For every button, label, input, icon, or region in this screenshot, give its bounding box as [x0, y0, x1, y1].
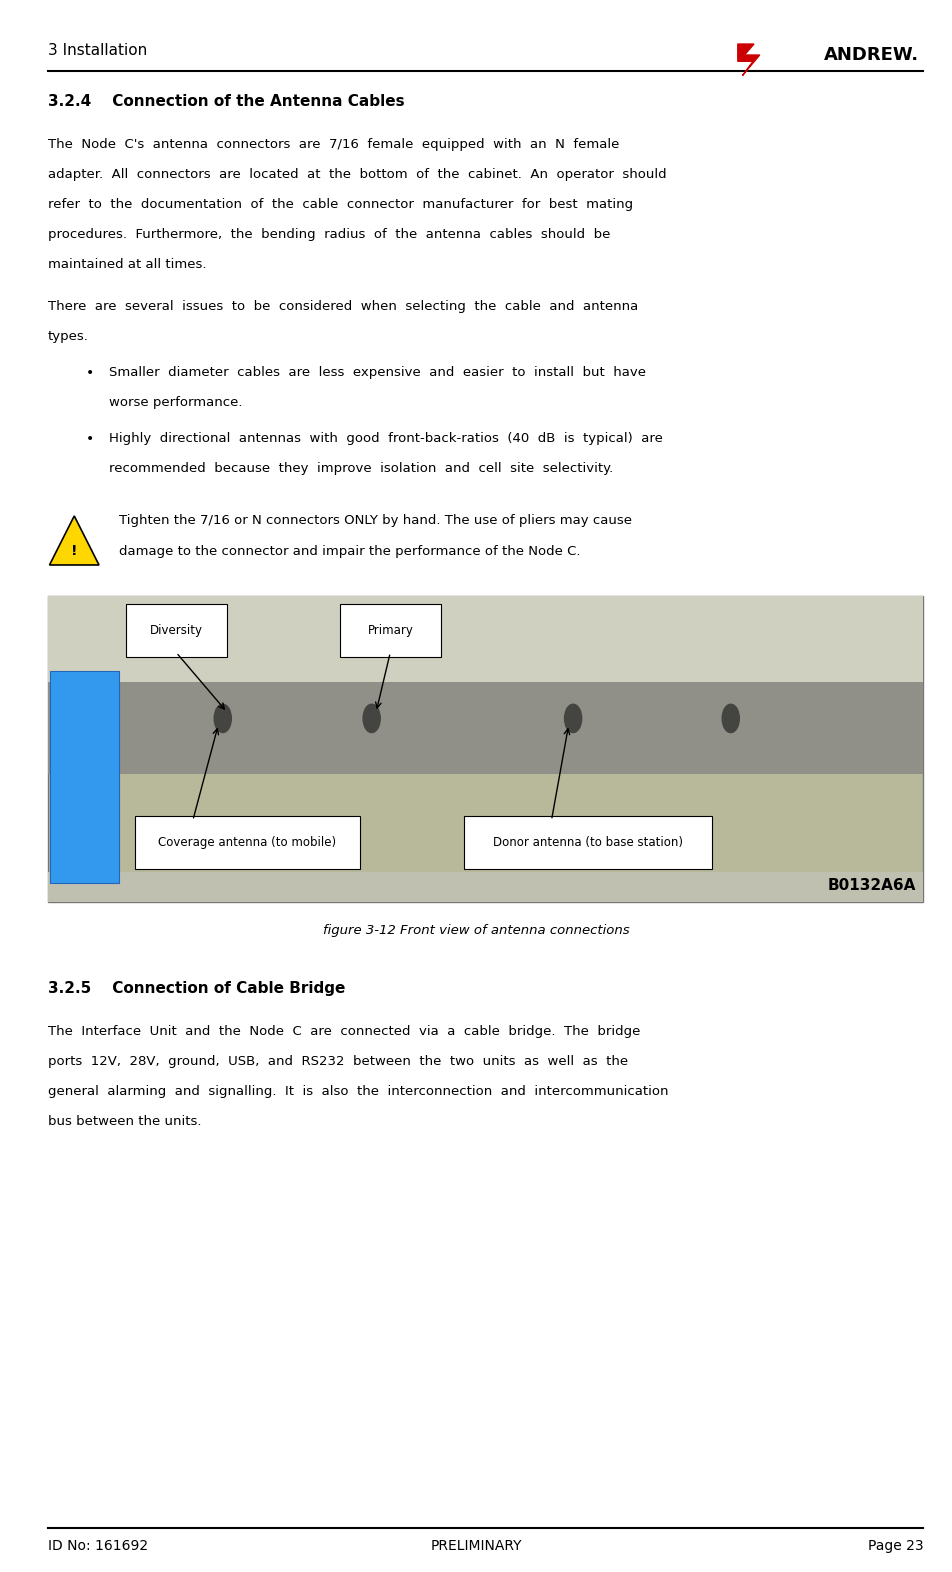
Text: Tighten the 7/16 or N connectors ONLY by hand. The use of pliers may cause: Tighten the 7/16 or N connectors ONLY by…	[119, 514, 632, 527]
Text: B0132A6A: B0132A6A	[827, 877, 916, 893]
Text: Smaller  diameter  cables  are  less  expensive  and  easier  to  install  but  : Smaller diameter cables are less expensi…	[109, 366, 646, 379]
Text: •: •	[86, 366, 94, 380]
Text: 3.2.4    Connection of the Antenna Cables: 3.2.4 Connection of the Antenna Cables	[48, 94, 405, 110]
Polygon shape	[738, 44, 760, 75]
Text: •: •	[86, 432, 94, 446]
Text: procedures.  Furthermore,  the  bending  radius  of  the  antenna  cables  shoul: procedures. Furthermore, the bending rad…	[48, 228, 610, 241]
Text: damage to the connector and impair the performance of the Node C.: damage to the connector and impair the p…	[119, 545, 581, 558]
Text: refer  to  the  documentation  of  the  cable  connector  manufacturer  for  bes: refer to the documentation of the cable …	[48, 198, 633, 211]
Text: There  are  several  issues  to  be  considered  when  selecting  the  cable  an: There are several issues to be considere…	[48, 300, 638, 313]
Text: PRELIMINARY: PRELIMINARY	[430, 1539, 522, 1553]
FancyBboxPatch shape	[48, 596, 923, 902]
Text: !: !	[71, 544, 77, 558]
Text: The  Interface  Unit  and  the  Node  C  are  connected  via  a  cable  bridge. : The Interface Unit and the Node C are co…	[48, 1025, 640, 1038]
Text: Donor antenna (to base station): Donor antenna (to base station)	[493, 836, 683, 849]
Text: worse performance.: worse performance.	[109, 396, 243, 409]
Text: ID No: 161692: ID No: 161692	[48, 1539, 148, 1553]
Text: bus between the units.: bus between the units.	[48, 1115, 201, 1127]
Text: 3 Installation: 3 Installation	[48, 42, 147, 58]
Text: Page 23: Page 23	[868, 1539, 923, 1553]
Circle shape	[214, 704, 231, 733]
Text: general  alarming  and  signalling.  It  is  also  the  interconnection  and  in: general alarming and signalling. It is a…	[48, 1085, 668, 1097]
Text: types.: types.	[48, 330, 89, 343]
Text: recommended  because  they  improve  isolation  and  cell  site  selectivity.: recommended because they improve isolati…	[109, 462, 614, 475]
Text: maintained at all times.: maintained at all times.	[48, 258, 206, 270]
Polygon shape	[50, 516, 99, 564]
FancyBboxPatch shape	[50, 671, 119, 883]
Text: ANDREW.: ANDREW.	[823, 46, 919, 64]
FancyBboxPatch shape	[48, 596, 923, 682]
Text: ports  12V,  28V,  ground,  USB,  and  RS232  between  the  two  units  as  well: ports 12V, 28V, ground, USB, and RS232 b…	[48, 1055, 627, 1067]
Text: adapter.  All  connectors  are  located  at  the  bottom  of  the  cabinet.  An : adapter. All connectors are located at t…	[48, 168, 666, 181]
Text: figure 3-12 Front view of antenna connections: figure 3-12 Front view of antenna connec…	[323, 924, 629, 937]
Text: Highly  directional  antennas  with  good  front-back-ratios  (40  dB  is  typic: Highly directional antennas with good fr…	[109, 432, 664, 445]
Text: Primary: Primary	[367, 624, 413, 637]
FancyBboxPatch shape	[48, 872, 923, 902]
Text: The  Node  C's  antenna  connectors  are  7/16  female  equipped  with  an  N  f: The Node C's antenna connectors are 7/16…	[48, 138, 619, 151]
FancyBboxPatch shape	[126, 604, 227, 657]
Circle shape	[363, 704, 380, 733]
FancyBboxPatch shape	[135, 816, 360, 869]
FancyBboxPatch shape	[340, 604, 441, 657]
Text: 3.2.5    Connection of Cable Bridge: 3.2.5 Connection of Cable Bridge	[48, 981, 345, 997]
Circle shape	[565, 704, 582, 733]
FancyBboxPatch shape	[48, 682, 923, 773]
Text: Diversity: Diversity	[149, 624, 203, 637]
Circle shape	[723, 704, 740, 733]
FancyBboxPatch shape	[464, 816, 712, 869]
Text: Coverage antenna (to mobile): Coverage antenna (to mobile)	[158, 836, 337, 849]
